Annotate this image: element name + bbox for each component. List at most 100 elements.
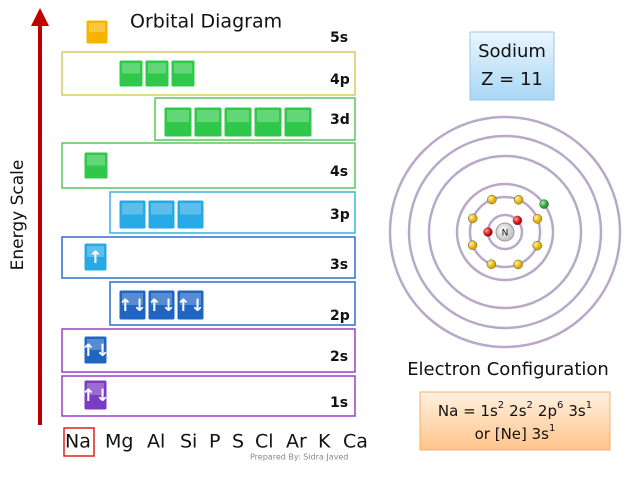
orbital-shine bbox=[180, 203, 201, 215]
element-symbol: S bbox=[232, 431, 244, 453]
sublevel-label: 3p bbox=[330, 207, 350, 223]
sublevel-frame bbox=[61, 328, 356, 373]
config-base: or [Ne] 3s bbox=[475, 425, 550, 443]
config-title: Electron Configuration bbox=[407, 359, 609, 380]
orbital-shine bbox=[151, 203, 172, 215]
selected-element bbox=[63, 427, 95, 457]
config-sup: 6 bbox=[557, 400, 563, 411]
orbital-shine bbox=[287, 110, 309, 122]
sublevel-label: 4s bbox=[330, 164, 348, 180]
electron bbox=[513, 259, 523, 270]
electron-arrows: ↑ bbox=[88, 248, 102, 268]
orbital-box bbox=[176, 199, 205, 230]
nucleus bbox=[495, 222, 515, 242]
atomic-number: Z = 11 bbox=[481, 69, 543, 90]
orbital-box bbox=[147, 289, 176, 321]
nucleus-label: N bbox=[502, 229, 509, 239]
electron-arrows: ↑↓ bbox=[81, 386, 110, 406]
title: Orbital Diagram bbox=[130, 11, 282, 33]
orbital-box bbox=[83, 151, 109, 180]
electron-arrows: ↑↓ bbox=[118, 296, 147, 316]
electron bbox=[512, 215, 523, 226]
orbital-shine bbox=[148, 63, 166, 74]
config-base: 3s bbox=[568, 402, 586, 420]
electron bbox=[468, 213, 478, 224]
electron bbox=[486, 259, 497, 269]
orbital-shine bbox=[180, 293, 201, 305]
config-line: or [Ne] 3s1​ bbox=[475, 423, 556, 443]
electron-arrows: ↑↓ bbox=[81, 341, 110, 361]
sublevel-label: 3d bbox=[330, 112, 350, 128]
orbital-shine bbox=[227, 110, 249, 122]
orbital-shine bbox=[122, 203, 143, 215]
sublevel-frame bbox=[61, 51, 356, 96]
orbital-shine bbox=[87, 339, 104, 350]
orbital-box bbox=[118, 289, 147, 321]
energy-arrow-head bbox=[31, 8, 49, 26]
credit: Prepared By: Sidra Javed bbox=[250, 453, 348, 462]
config-base: 2p bbox=[538, 402, 557, 420]
config-base: 2s bbox=[509, 402, 527, 420]
electron bbox=[467, 240, 478, 250]
config-sup: 2 bbox=[498, 400, 504, 411]
element-symbol: Al bbox=[147, 431, 165, 453]
sublevel-label: 5s bbox=[330, 30, 348, 46]
electron-arrows: ↑↓ bbox=[147, 296, 176, 316]
electron bbox=[487, 194, 497, 205]
element-name: Sodium bbox=[478, 41, 546, 62]
sublevel-frame bbox=[61, 375, 356, 417]
sublevel-label: 4p bbox=[330, 72, 350, 88]
orbital-shine bbox=[167, 110, 189, 122]
shell-ring bbox=[407, 134, 603, 330]
element-symbol: P bbox=[209, 431, 220, 453]
electron bbox=[513, 195, 524, 205]
orbital-shine bbox=[151, 293, 172, 305]
shell-ring bbox=[468, 195, 542, 269]
sublevel-frame bbox=[109, 191, 356, 234]
shell-ring bbox=[427, 154, 583, 310]
orbital-box bbox=[176, 289, 205, 321]
orbital-diagram: Energy Scale Orbital Diagram Prepared By… bbox=[8, 8, 368, 462]
atom-panel: Sodium Z = 11 Electron Configuration N Na… bbox=[388, 31, 622, 451]
orbital-shine bbox=[174, 63, 192, 74]
axis-label: Energy Scale bbox=[8, 160, 28, 271]
orbital-shine bbox=[89, 23, 105, 32]
element-symbol: K bbox=[318, 431, 331, 453]
element-symbol: Ar bbox=[286, 431, 307, 453]
element-box bbox=[469, 31, 555, 101]
orbital-shine bbox=[122, 63, 140, 74]
orbital-box bbox=[253, 106, 283, 138]
orbital-box bbox=[83, 335, 108, 365]
electron bbox=[532, 240, 542, 251]
orbital-box bbox=[147, 199, 176, 230]
sublevel-label: 3s bbox=[330, 257, 348, 273]
element-symbol: Mg bbox=[105, 431, 133, 453]
config-base: Na = 1s bbox=[438, 402, 498, 420]
orbital-box bbox=[118, 59, 144, 88]
orbital-box bbox=[118, 199, 147, 230]
orbital-shine bbox=[87, 383, 104, 395]
orbital-box bbox=[144, 59, 170, 88]
sublevel-label: 2p bbox=[330, 308, 350, 324]
orbital-box bbox=[83, 379, 108, 411]
orbital-shine bbox=[257, 110, 279, 122]
config-sup: 2 bbox=[527, 400, 533, 411]
orbital-shine bbox=[87, 155, 105, 166]
orbital-box bbox=[283, 106, 313, 138]
element-symbol: Na bbox=[65, 431, 91, 453]
electron bbox=[483, 227, 493, 237]
config-sup: 1 bbox=[549, 423, 555, 434]
shell-ring bbox=[388, 115, 622, 349]
orbital-box bbox=[85, 19, 109, 45]
sublevel-label: 2s bbox=[330, 349, 348, 365]
sublevel-frame bbox=[109, 281, 356, 326]
orbital-shine bbox=[122, 293, 143, 305]
orbital-box bbox=[193, 106, 223, 138]
element-symbol: Cl bbox=[255, 431, 274, 453]
orbital-box bbox=[223, 106, 253, 138]
config-line: Na = 1s2​2s2​2p6​3s1​ bbox=[438, 400, 592, 420]
electron bbox=[532, 214, 543, 224]
sublevel-label: 1s bbox=[330, 395, 348, 411]
orbital-shine bbox=[87, 246, 104, 257]
shell-ring bbox=[455, 182, 555, 282]
